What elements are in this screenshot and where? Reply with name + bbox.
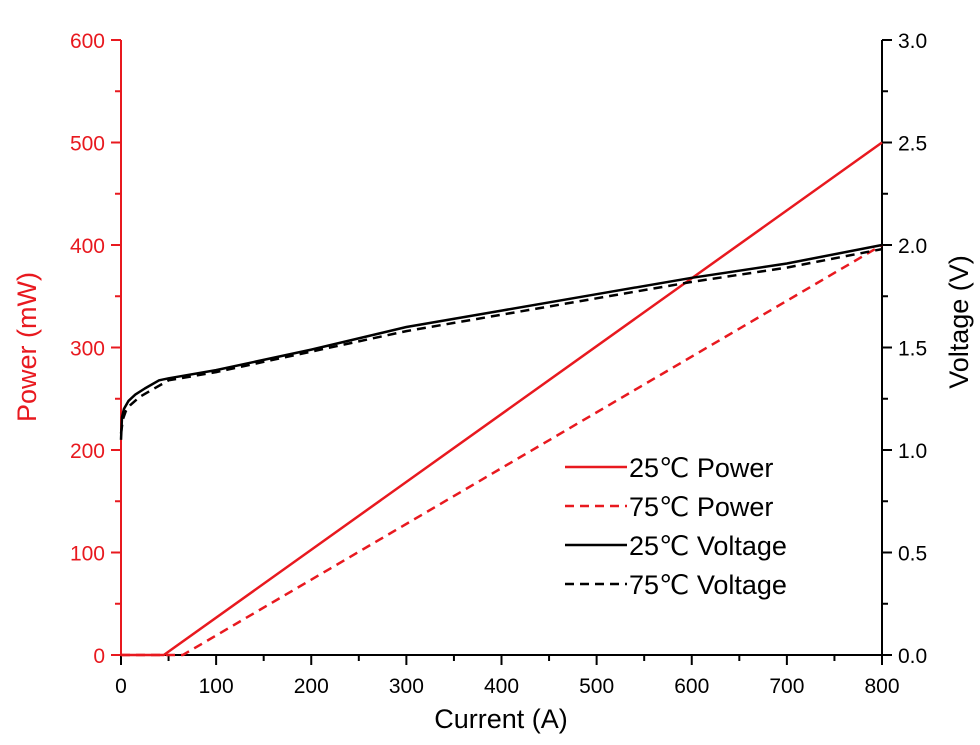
legend-label: 25℃ Voltage xyxy=(629,531,787,561)
legend-label: 75℃ Voltage xyxy=(629,570,787,600)
legend-label: 75℃ Power xyxy=(629,492,773,522)
x-axis-title: Current (A) xyxy=(434,704,568,734)
legend: 25℃ Power 75℃ Power 25℃ Voltage 75℃ Voltage xyxy=(565,453,787,600)
y-left-tick-label: 300 xyxy=(70,338,105,361)
x-tick-label: 600 xyxy=(674,675,709,698)
y-left-tick-label: 400 xyxy=(70,235,105,258)
x-tick-label: 0 xyxy=(115,675,127,698)
y-left-tick-label: 0 xyxy=(93,645,105,668)
y-axis-left-title: Power (mW) xyxy=(12,272,42,422)
y-left-tick-label: 600 xyxy=(70,30,105,53)
x-tick-label: 700 xyxy=(769,675,804,698)
x-tick-label: 500 xyxy=(579,675,614,698)
series-line-25-voltage xyxy=(119,243,883,440)
y-right-tick-label: 0.5 xyxy=(898,543,927,566)
y-right-tick-label: 2.5 xyxy=(898,133,927,156)
legend-label: 25℃ Power xyxy=(629,453,773,483)
y-right-tick-label: 2.0 xyxy=(898,235,927,258)
x-tick-label: 100 xyxy=(199,675,234,698)
plot-frame xyxy=(121,40,882,655)
series-line-75-voltage xyxy=(119,247,883,434)
series-line-25-power xyxy=(121,141,883,657)
x-tick-label: 800 xyxy=(864,675,899,698)
series-line-75-power xyxy=(121,243,883,657)
x-tick-label: 300 xyxy=(389,675,424,698)
y-axis-right-title: Voltage (V) xyxy=(944,255,974,389)
y-right-tick-label: 1.0 xyxy=(898,440,927,463)
x-tick-label: 400 xyxy=(484,675,519,698)
y-right-tick-label: 3.0 xyxy=(898,30,927,53)
x-tick-label: 200 xyxy=(294,675,329,698)
y-right-tick-label: 0.0 xyxy=(898,645,927,668)
y-left-tick-label: 100 xyxy=(70,543,105,566)
y-left-tick-label: 200 xyxy=(70,440,105,463)
y-left-tick-label: 500 xyxy=(70,133,105,156)
y-right-tick-label: 1.5 xyxy=(898,338,927,361)
